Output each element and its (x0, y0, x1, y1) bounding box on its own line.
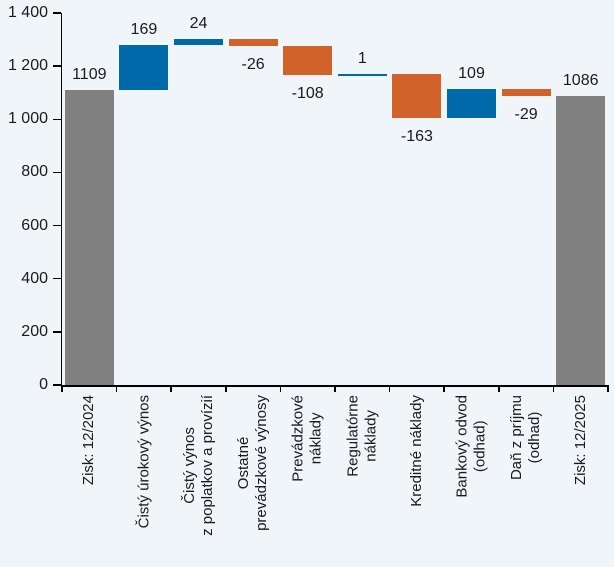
x-axis-tick (115, 385, 118, 392)
x-axis-tick (607, 385, 609, 392)
x-axis-category-label: Ostatné prevádzkové výnosy (235, 395, 271, 531)
bar-value-label: 169 (130, 21, 158, 39)
x-axis-category-label: Regulatórne náklady (344, 395, 380, 477)
bar-bankovy-odvod-odhad (447, 88, 496, 118)
bar-value-label: -29 (514, 106, 538, 124)
x-axis-category-label-line: Čistý úrokový výnos (134, 395, 152, 529)
x-axis-category-label: Prevádzkové náklady (290, 395, 326, 482)
x-axis-category-label-line: Daň z príjmu (508, 395, 526, 481)
y-axis-tick-label: 400 (21, 269, 48, 287)
bar-kreditne-naklady (392, 74, 442, 118)
x-axis-category-label: Čistý úrokový výnos (135, 395, 153, 528)
y-axis-tick-label: 800 (21, 163, 48, 181)
x-axis-tick (61, 385, 63, 392)
bar-value-label: 1109 (72, 66, 107, 84)
bar-value-label: 1086 (562, 72, 599, 90)
x-axis-category-label-line: Zisk: 12/2025 (571, 395, 589, 486)
x-axis-category-label: Čistý výnos z poplatkov a provízií (181, 395, 217, 536)
x-axis-category-label: Bankový odvod (odhad) (454, 395, 490, 498)
x-axis-category-label: Zisk: 12/2024 (80, 395, 98, 485)
y-axis-tick (53, 118, 61, 121)
x-axis-category-label-line: Kreditné náklady (407, 395, 425, 507)
y-axis-tick-label: 0 (39, 376, 48, 393)
bar-value-label: -163 (400, 127, 433, 145)
y-axis-tick-label: 200 (21, 322, 48, 340)
bar-value-label: -26 (241, 55, 265, 73)
x-axis-category-label: Kreditné náklady (408, 395, 426, 507)
bar-value-label: 1 (357, 50, 367, 68)
x-axis-category-label: Zisk: 12/2025 (572, 395, 590, 485)
x-axis-category-label-line: prevádzkové výnosy (253, 395, 271, 531)
x-axis-tick (498, 385, 500, 392)
x-axis-tick (225, 385, 227, 392)
y-axis-tick-label: 600 (21, 216, 48, 234)
x-axis-category-label-line: Regulatórne (344, 395, 362, 477)
x-axis-category-label-line: Prevádzkové (289, 395, 307, 482)
bar-value-label: -108 (291, 84, 324, 102)
x-axis-tick (443, 385, 445, 392)
y-axis-line (60, 13, 62, 387)
bar-dan-z-prijmu-odhad (501, 88, 551, 97)
y-axis-tick (53, 224, 61, 227)
y-axis-tick (53, 384, 61, 386)
y-axis-tick (53, 331, 61, 333)
bar-value-label: 24 (189, 15, 208, 33)
x-axis-tick (170, 385, 172, 392)
x-axis-category-label-line: Bankový odvod (453, 395, 471, 498)
bar-zisk-12-2025 (556, 96, 606, 385)
bar-ostatne-prevadzkove-vynosy (228, 39, 278, 46)
x-axis-category-label-line: Zisk: 12/2024 (80, 395, 98, 486)
x-axis-tick (388, 385, 391, 392)
y-axis-tick-label: 1 000 (7, 110, 48, 128)
y-axis-tick-label: 1 200 (7, 57, 48, 75)
x-axis-category-label-line: náklady (362, 410, 380, 462)
bar-regulatorne-naklady (337, 74, 387, 77)
bar-cisty-vynos-z-poplatkov-a-provizii (174, 39, 223, 46)
bar-zisk-12-2024 (64, 90, 114, 385)
x-axis-tick (279, 385, 282, 392)
x-axis-category-label: Daň z príjmu (odhad) (508, 395, 544, 480)
y-axis-tick (53, 12, 61, 14)
y-axis-tick (53, 65, 61, 67)
y-axis-tick-label: 1 400 (7, 4, 48, 21)
bar-value-label: 109 (458, 64, 485, 82)
x-axis-category-label-line: Čistý výnos (180, 427, 198, 504)
x-axis-tick (334, 385, 336, 392)
bar-cisty-urokovy-vynos (119, 45, 169, 91)
y-axis-tick (53, 277, 61, 280)
x-axis-category-label-line: (odhad) (471, 420, 489, 473)
x-axis-category-label-line: (odhad) (526, 411, 544, 464)
x-axis-tick (552, 385, 555, 392)
y-axis-tick (53, 171, 61, 174)
x-axis-category-label-line: náklady (307, 412, 325, 465)
bar-prevadzkove-naklady (283, 45, 333, 75)
x-axis-category-label-line: Ostatné (235, 436, 253, 490)
x-axis-category-label-line: z poplatkov a provízií (198, 395, 216, 536)
